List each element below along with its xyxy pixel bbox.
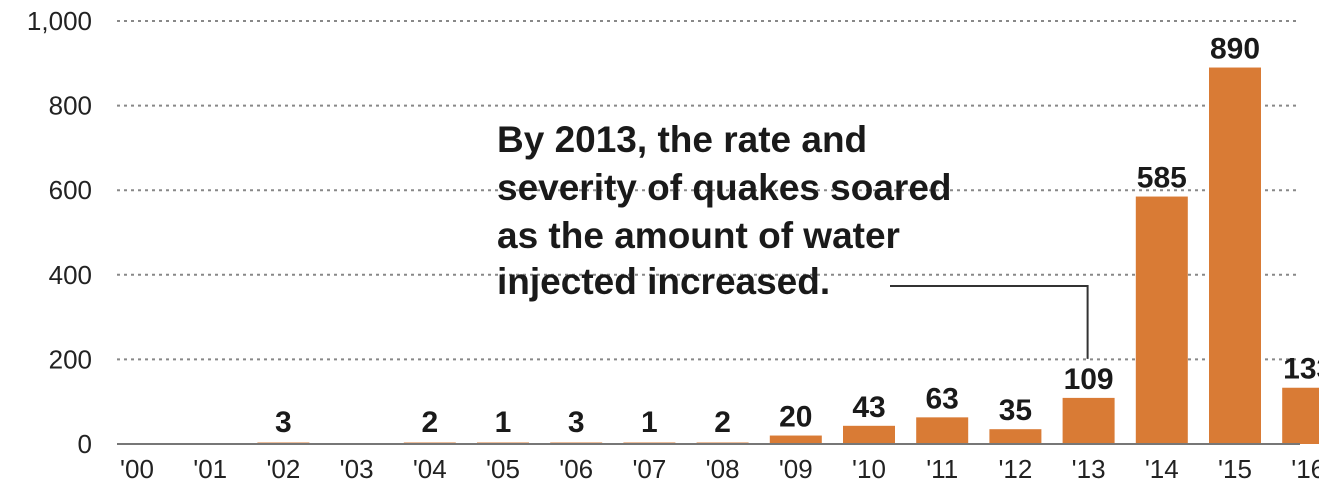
annotation-leader-line bbox=[890, 285, 1089, 359]
x-tick-label: '10 bbox=[852, 454, 886, 484]
annotation-line-4: injected increased. bbox=[497, 261, 830, 302]
annotation-line-3: as the amount of water bbox=[497, 215, 900, 256]
bar bbox=[843, 425, 895, 444]
bar bbox=[1209, 67, 1261, 444]
x-axis-tick-labels: '00 '01 '02 '03 '04 '05 '06 '07 '08 '09 '10 '11 '12 '… bbox=[120, 454, 1319, 484]
y-tick-label: 1,000 bbox=[27, 6, 92, 36]
data-label: 890 bbox=[1210, 33, 1260, 66]
data-label: 109 bbox=[1064, 363, 1114, 396]
bars bbox=[257, 67, 1319, 444]
data-label: 2 bbox=[714, 406, 731, 439]
annotation-line-1: By 2013, the rate and bbox=[497, 119, 867, 160]
data-label: 585 bbox=[1137, 162, 1187, 195]
data-label: 3 bbox=[568, 406, 585, 439]
y-tick-label: 800 bbox=[49, 91, 92, 121]
x-tick-label: '04 bbox=[413, 454, 447, 484]
data-label: 3 bbox=[275, 406, 292, 439]
y-tick-label: 200 bbox=[49, 344, 92, 374]
x-tick-label: '01 bbox=[193, 454, 227, 484]
y-tick-label: 600 bbox=[49, 175, 92, 205]
bar bbox=[1282, 387, 1319, 444]
data-label: 1 bbox=[495, 406, 512, 439]
x-tick-label: '11 bbox=[926, 454, 958, 484]
bar bbox=[769, 435, 822, 444]
x-tick-label: '16 bbox=[1291, 454, 1319, 484]
x-tick-label: '00 bbox=[120, 454, 154, 484]
grid-lines bbox=[117, 20, 1300, 361]
data-label: 35 bbox=[999, 394, 1032, 427]
x-tick-label: '03 bbox=[340, 454, 374, 484]
x-tick-label: '02 bbox=[266, 454, 300, 484]
x-tick-label: '06 bbox=[559, 454, 593, 484]
annotation: By 2013, the rate and severity of quakes… bbox=[497, 119, 1089, 359]
x-tick-label: '09 bbox=[779, 454, 813, 484]
x-tick-label: '15 bbox=[1218, 454, 1252, 484]
data-label: 63 bbox=[926, 382, 959, 415]
y-axis-tick-labels: 0 200 400 600 800 1,000 bbox=[27, 6, 92, 459]
x-tick-label: '14 bbox=[1145, 454, 1179, 484]
bar bbox=[989, 429, 1042, 444]
data-label: 1 bbox=[641, 406, 658, 439]
x-tick-label: '05 bbox=[486, 454, 520, 484]
bar bbox=[1135, 196, 1188, 444]
data-label: 133 bbox=[1283, 353, 1319, 386]
data-label: 20 bbox=[779, 401, 812, 434]
y-tick-label: 0 bbox=[78, 429, 92, 459]
x-tick-label: '13 bbox=[1072, 454, 1106, 484]
bar bbox=[1062, 397, 1115, 444]
annotation-line-2: severity of quakes soared bbox=[497, 167, 952, 208]
y-tick-label: 400 bbox=[49, 260, 92, 290]
x-tick-label: '08 bbox=[706, 454, 740, 484]
data-labels: 3 2 1 3 1 2 20 43 63 35 109 585 890 133 bbox=[275, 33, 1319, 439]
bar bbox=[916, 417, 969, 444]
x-tick-label: '07 bbox=[632, 454, 666, 484]
x-tick-label: '12 bbox=[998, 454, 1032, 484]
data-label: 43 bbox=[852, 391, 885, 424]
data-label: 2 bbox=[421, 406, 438, 439]
